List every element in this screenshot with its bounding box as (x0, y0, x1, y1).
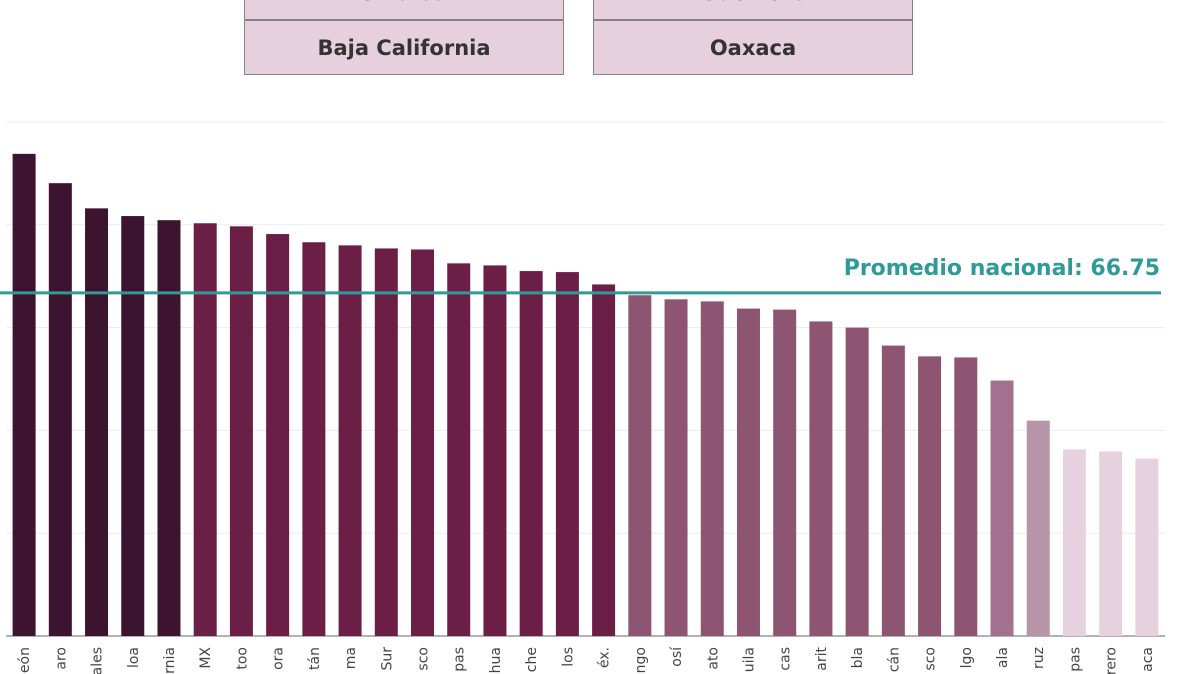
x-tick-label: che (524, 647, 540, 672)
state-button[interactable]: Guerrero (593, 0, 913, 20)
bar (302, 242, 326, 636)
bar (519, 271, 543, 636)
bar (411, 249, 435, 637)
reference-label: Promedio nacional: 66.75 (844, 256, 1160, 281)
x-tick-label: Sur (379, 647, 395, 671)
bar (881, 345, 905, 636)
bar (1062, 449, 1086, 636)
bar (85, 208, 109, 637)
x-tick-label: ruz (1031, 647, 1047, 669)
bar (48, 183, 72, 636)
bar (1026, 420, 1050, 636)
x-tick-label: aro (53, 647, 69, 670)
bar (1135, 458, 1159, 636)
bar (628, 295, 652, 636)
x-tick-label: tán (307, 647, 323, 670)
x-tick-label: ala (995, 647, 1011, 668)
x-tick-label: hua (488, 647, 504, 673)
bar (555, 272, 579, 636)
bar (592, 284, 616, 636)
bar (483, 265, 507, 636)
x-tick-label: eón (17, 647, 33, 673)
x-tick-label: ma (343, 647, 359, 669)
bar (266, 234, 290, 636)
bar (664, 299, 688, 636)
state-button[interactable]: Sinaloa (244, 0, 564, 20)
x-tick-label: los (560, 647, 576, 667)
bar (229, 226, 253, 637)
x-tick-label: éx. (597, 647, 613, 668)
bar (193, 223, 217, 636)
bar (773, 309, 797, 636)
x-tick-label: uila (741, 647, 757, 672)
bar (121, 216, 145, 636)
x-tick-label: osí (669, 646, 685, 667)
x-tick-label: sco (923, 647, 939, 671)
bar (374, 248, 398, 636)
x-tick-label: too (234, 647, 250, 670)
x-tick-label: lgo (959, 647, 975, 668)
x-tick-label: pas (1067, 647, 1083, 672)
x-tick-label: cas (778, 647, 794, 671)
state-button[interactable]: Baja California (244, 20, 564, 75)
x-tick-label: ato (705, 647, 721, 670)
x-tick-label: sco (416, 647, 432, 671)
x-tick-label: aca (1140, 647, 1156, 672)
bar (447, 263, 471, 636)
bar (12, 153, 36, 637)
x-tick-label: ngo (633, 647, 649, 673)
x-tick-label: loa (126, 647, 142, 668)
x-tick-label: pas (452, 647, 468, 672)
x-tick-label: bla (850, 647, 866, 668)
bar (700, 301, 724, 636)
x-tick-label: ales (90, 647, 106, 674)
bar (809, 321, 833, 636)
bar (736, 308, 760, 636)
x-tick-label: cán (886, 647, 902, 672)
bar (918, 356, 942, 636)
bar (1099, 451, 1123, 636)
bar (338, 245, 362, 637)
x-tick-label: MX (198, 647, 214, 669)
x-tick-label: arit (814, 646, 830, 670)
state-button[interactable]: Oaxaca (593, 20, 913, 75)
x-tick-label: rnia (162, 647, 178, 674)
bar (954, 357, 978, 636)
bar (990, 380, 1014, 636)
bar (157, 220, 181, 636)
x-tick-label: ora (271, 647, 287, 670)
bar (845, 327, 869, 636)
x-tick-label: rero (1104, 647, 1120, 674)
